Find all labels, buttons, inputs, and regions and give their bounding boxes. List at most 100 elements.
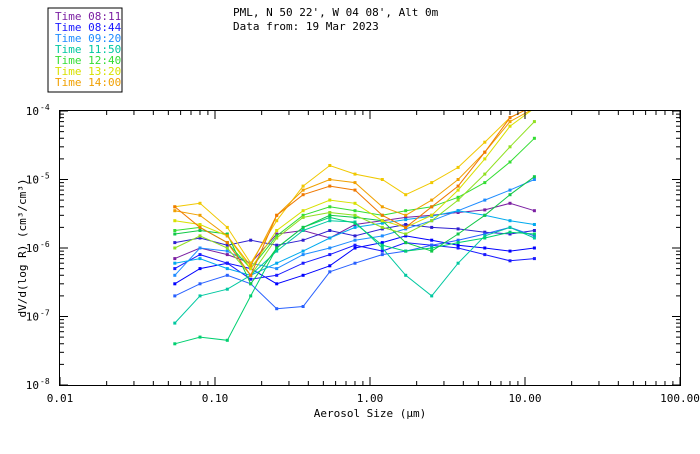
data-point bbox=[430, 246, 434, 250]
data-point bbox=[430, 219, 434, 223]
data-point bbox=[275, 219, 279, 223]
data-point bbox=[328, 215, 332, 219]
data-point bbox=[456, 246, 460, 250]
data-point bbox=[328, 211, 332, 214]
data-point bbox=[198, 253, 202, 257]
data-point bbox=[275, 213, 279, 217]
data-point bbox=[173, 246, 177, 250]
data-point bbox=[456, 184, 460, 188]
data-point bbox=[508, 259, 512, 263]
data-point bbox=[328, 213, 332, 217]
data-point bbox=[198, 282, 202, 286]
data-point bbox=[483, 172, 487, 176]
data-point bbox=[225, 234, 229, 238]
data-point bbox=[532, 136, 536, 140]
plot-frame bbox=[59, 110, 681, 386]
data-point bbox=[430, 238, 434, 242]
data-point bbox=[225, 243, 229, 247]
data-point bbox=[275, 249, 279, 253]
data-point bbox=[225, 267, 229, 271]
data-point bbox=[301, 249, 305, 253]
data-point bbox=[380, 246, 384, 250]
data-point bbox=[456, 165, 460, 169]
series-5 bbox=[173, 225, 536, 311]
data-point bbox=[430, 243, 434, 247]
data-point bbox=[456, 232, 460, 236]
data-point bbox=[173, 232, 177, 236]
data-point bbox=[456, 195, 460, 199]
data-point bbox=[532, 120, 536, 124]
x-tick-label: 10.00 bbox=[508, 392, 541, 405]
data-point bbox=[380, 178, 384, 181]
data-point bbox=[508, 116, 512, 120]
data-point bbox=[328, 205, 332, 209]
data-point bbox=[483, 140, 487, 144]
y-tick-label: 10 bbox=[26, 311, 39, 324]
data-point bbox=[353, 221, 357, 225]
data-point bbox=[353, 213, 357, 217]
x-tick-label: 0.01 bbox=[47, 392, 74, 405]
data-point bbox=[173, 229, 177, 232]
data-point bbox=[301, 193, 305, 197]
y-tick-exponent: -5 bbox=[40, 172, 50, 181]
legend-entry: Time 13:20 bbox=[55, 65, 121, 78]
data-point bbox=[301, 305, 305, 308]
data-point bbox=[404, 218, 408, 222]
data-point bbox=[508, 145, 512, 149]
data-point bbox=[198, 234, 202, 238]
data-point bbox=[483, 236, 487, 240]
data-point bbox=[508, 225, 512, 229]
data-point bbox=[225, 253, 229, 257]
data-point bbox=[328, 184, 332, 188]
data-point bbox=[225, 241, 229, 245]
legend-box bbox=[47, 7, 123, 93]
data-point bbox=[404, 273, 408, 277]
data-point bbox=[249, 273, 253, 277]
data-point bbox=[380, 205, 384, 209]
data-point bbox=[532, 223, 536, 226]
data-point bbox=[380, 253, 384, 257]
data-point bbox=[225, 232, 229, 236]
data-point bbox=[173, 267, 177, 271]
data-point bbox=[249, 277, 253, 281]
data-point bbox=[353, 234, 357, 238]
data-point bbox=[301, 213, 305, 217]
data-point bbox=[301, 188, 305, 192]
y-tick-label: 10 bbox=[26, 242, 39, 255]
data-point bbox=[173, 273, 177, 277]
data-point bbox=[275, 273, 279, 277]
series-12 bbox=[173, 120, 536, 277]
y-tick-label: 10 bbox=[26, 174, 39, 187]
data-point bbox=[483, 157, 487, 161]
data-point bbox=[533, 107, 536, 110]
data-point bbox=[353, 238, 357, 242]
data-point bbox=[173, 257, 177, 261]
data-point bbox=[532, 209, 536, 213]
data-point bbox=[483, 234, 487, 238]
data-point bbox=[353, 246, 357, 250]
data-point bbox=[353, 172, 357, 176]
data-point bbox=[173, 342, 177, 346]
data-point bbox=[173, 261, 177, 265]
data-point bbox=[404, 215, 408, 219]
data-point bbox=[508, 232, 512, 236]
data-point bbox=[532, 257, 536, 261]
data-point bbox=[404, 234, 408, 238]
y-tick-exponent: -7 bbox=[40, 309, 50, 318]
series-layer bbox=[173, 107, 536, 346]
data-point bbox=[198, 335, 202, 339]
legend-entry: Time 08:44 bbox=[55, 21, 122, 34]
data-point bbox=[430, 294, 434, 298]
data-point bbox=[380, 241, 384, 245]
data-point bbox=[328, 178, 332, 181]
data-point bbox=[533, 107, 536, 110]
data-point bbox=[532, 236, 536, 240]
data-point bbox=[483, 246, 487, 250]
data-point bbox=[532, 234, 536, 238]
data-point bbox=[404, 225, 408, 229]
data-point bbox=[173, 321, 177, 325]
data-point bbox=[249, 282, 253, 286]
y-tick-label: 10 bbox=[26, 379, 39, 392]
data-point bbox=[456, 209, 460, 213]
